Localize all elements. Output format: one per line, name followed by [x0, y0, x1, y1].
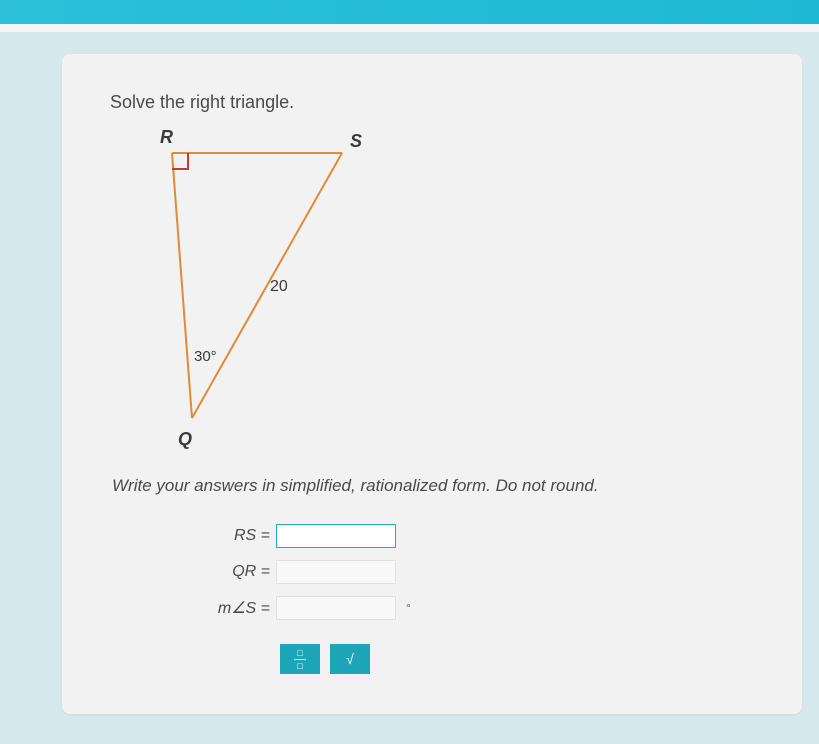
vertex-label-s: S — [350, 131, 362, 151]
qr-input[interactable] — [276, 560, 396, 584]
side-sq — [192, 153, 342, 418]
math-toolbar: □□ √ — [280, 644, 762, 674]
angle-q-label: 30° — [194, 348, 217, 365]
degree-symbol: ° — [406, 601, 411, 615]
question-prompt: Solve the right triangle. — [110, 92, 762, 113]
answer-row-qr: QR = — [210, 558, 762, 586]
vertex-label-q: Q — [178, 429, 192, 449]
answers-block: RS = QR = m∠S = ° — [210, 522, 762, 622]
white-sliver — [0, 24, 819, 32]
rs-input[interactable] — [276, 524, 396, 548]
right-angle-marker — [172, 153, 188, 169]
fraction-icon: □□ — [294, 649, 306, 670]
vertex-label-r: R — [160, 127, 173, 147]
triangle-svg: R S Q 20 30° — [132, 123, 392, 453]
label-angle-s: m∠S = — [210, 598, 276, 618]
hypotenuse-length: 20 — [270, 278, 288, 295]
triangle-diagram: R S Q 20 30° — [132, 123, 762, 458]
page-wrap: Solve the right triangle. R S Q 20 30° W… — [0, 32, 819, 714]
answer-row-angle-s: m∠S = ° — [210, 594, 762, 622]
answer-instruction: Write your answers in simplified, ration… — [112, 476, 762, 496]
label-qr: QR = — [210, 563, 276, 581]
angle-s-input[interactable] — [276, 596, 396, 620]
label-rs: RS = — [210, 527, 276, 545]
side-qr — [172, 153, 192, 418]
fraction-button[interactable]: □□ — [280, 644, 320, 674]
answer-row-rs: RS = — [210, 522, 762, 550]
sqrt-button[interactable]: √ — [330, 644, 370, 674]
top-accent-bar — [0, 0, 819, 24]
question-card: Solve the right triangle. R S Q 20 30° W… — [62, 54, 802, 714]
sqrt-icon: √ — [346, 651, 354, 667]
